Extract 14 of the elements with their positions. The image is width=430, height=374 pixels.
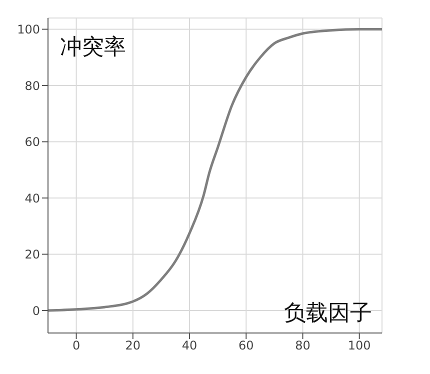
y-tick-label: 0 (32, 304, 40, 318)
y-tick-label: 100 (17, 22, 40, 37)
y-tick-label: 20 (24, 248, 40, 262)
y-tick-label: 80 (24, 78, 40, 93)
x-tick-label: 100 (348, 338, 371, 353)
y-axis-title: 冲突率 (60, 34, 126, 62)
x-axis-title: 负载因子 (284, 300, 372, 328)
y-tick-label: 60 (24, 135, 40, 150)
x-tick-label: 0 (72, 338, 80, 353)
y-tick-label: 40 (24, 191, 40, 206)
x-tick-label: 60 (238, 338, 254, 353)
x-tick-label: 40 (182, 338, 198, 353)
x-tick-label: 80 (295, 338, 310, 353)
x-tick-label: 20 (125, 338, 141, 353)
